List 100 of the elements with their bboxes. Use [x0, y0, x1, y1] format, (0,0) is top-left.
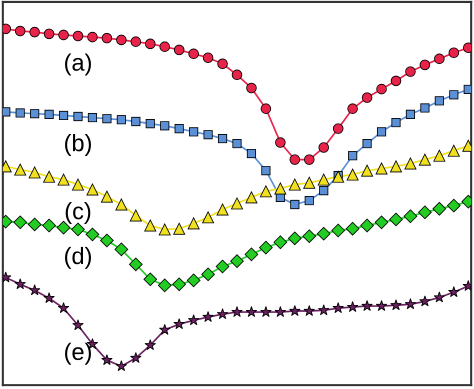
point — [332, 302, 344, 314]
point — [114, 242, 128, 256]
point — [72, 30, 84, 42]
point — [346, 301, 358, 312]
point — [288, 232, 302, 246]
point — [274, 306, 286, 317]
point — [390, 76, 402, 86]
point — [434, 292, 446, 302]
point — [261, 166, 270, 176]
point — [318, 304, 330, 316]
point — [318, 142, 330, 153]
point — [87, 32, 98, 42]
point — [319, 186, 328, 196]
point — [130, 36, 142, 47]
point — [360, 218, 374, 232]
point — [374, 216, 388, 230]
point — [174, 44, 184, 56]
point — [14, 164, 26, 176]
point — [44, 28, 54, 40]
point — [144, 38, 156, 50]
point — [28, 284, 40, 296]
point — [172, 277, 186, 292]
point — [260, 306, 272, 317]
point — [418, 154, 431, 166]
point — [201, 268, 215, 282]
point — [304, 154, 315, 165]
point — [130, 210, 142, 222]
point — [348, 151, 358, 160]
point — [390, 299, 402, 310]
point — [246, 148, 256, 158]
point — [28, 218, 42, 232]
point — [404, 209, 418, 224]
point — [433, 150, 446, 162]
point — [245, 191, 258, 204]
point — [275, 137, 286, 148]
point — [160, 121, 170, 130]
point — [231, 306, 243, 317]
point — [288, 178, 301, 191]
point — [232, 70, 242, 80]
point — [420, 103, 430, 113]
point — [246, 306, 258, 317]
point — [58, 110, 68, 120]
point — [2, 107, 10, 116]
point — [42, 218, 56, 232]
point — [434, 96, 444, 106]
point — [332, 123, 344, 134]
point — [274, 182, 286, 194]
point — [204, 130, 213, 140]
point — [216, 260, 230, 274]
series-label: (a) — [65, 53, 91, 76]
point — [174, 124, 184, 134]
point — [449, 90, 458, 100]
point — [86, 184, 98, 196]
point — [346, 222, 360, 236]
point — [188, 217, 200, 230]
point — [188, 48, 199, 60]
point — [376, 162, 388, 174]
point — [232, 138, 242, 148]
point — [14, 26, 26, 36]
point — [102, 32, 112, 44]
point — [289, 305, 301, 316]
point — [86, 228, 100, 242]
point — [362, 138, 372, 148]
point — [362, 92, 372, 103]
point — [144, 339, 156, 350]
point — [290, 154, 300, 165]
point — [44, 110, 54, 119]
point — [290, 200, 300, 210]
point — [448, 286, 460, 298]
point — [216, 204, 229, 216]
point — [73, 112, 83, 122]
point — [231, 197, 243, 210]
point — [143, 272, 158, 286]
point — [116, 34, 127, 46]
point — [404, 298, 416, 310]
point — [406, 110, 416, 119]
point — [259, 240, 273, 254]
point — [116, 360, 128, 372]
point — [405, 66, 416, 77]
point — [217, 58, 228, 70]
point — [274, 235, 288, 250]
series-label: (e) — [65, 342, 91, 365]
point — [244, 248, 258, 262]
point — [447, 198, 461, 212]
point — [13, 216, 27, 230]
point — [129, 258, 143, 272]
point — [202, 311, 214, 322]
point — [304, 305, 315, 316]
point — [29, 26, 40, 38]
point — [115, 198, 128, 210]
point — [158, 223, 171, 236]
point — [230, 254, 244, 268]
point — [58, 30, 69, 40]
point — [116, 115, 126, 124]
point — [28, 166, 41, 178]
point — [332, 170, 344, 183]
point — [448, 47, 460, 58]
point — [173, 222, 186, 235]
point — [376, 300, 388, 311]
point — [304, 196, 314, 206]
